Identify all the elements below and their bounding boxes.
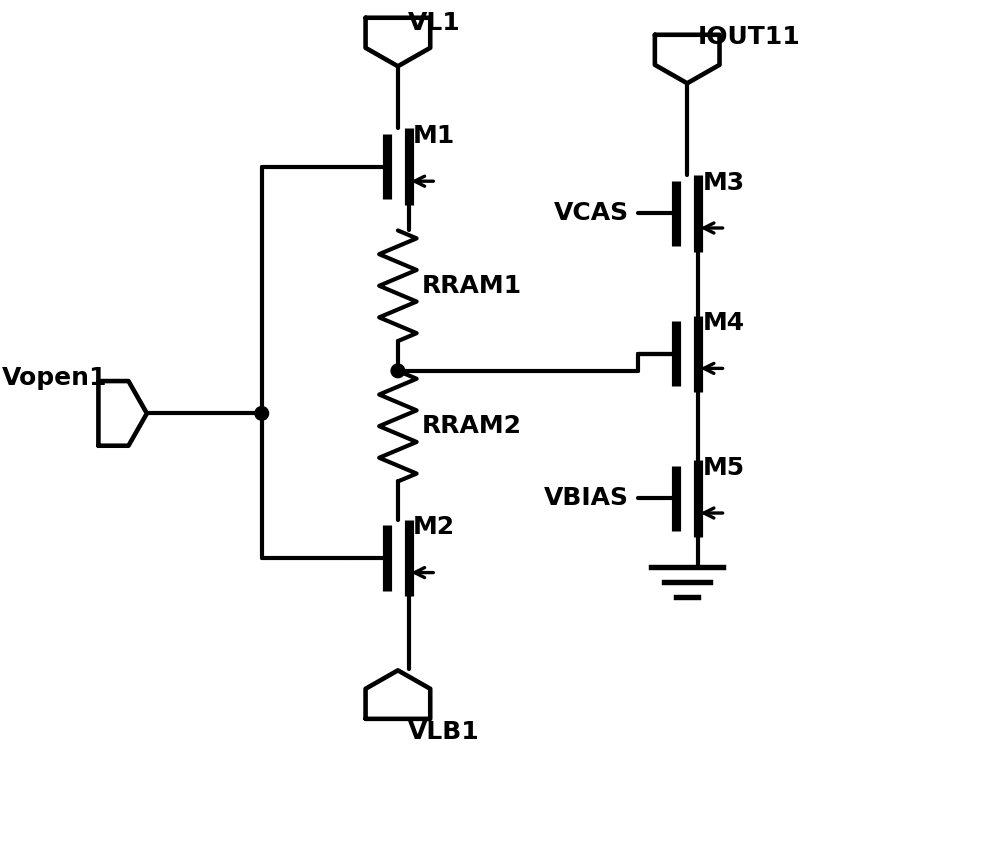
Text: M1: M1 <box>413 124 455 148</box>
Text: VLB1: VLB1 <box>408 721 480 745</box>
Text: M4: M4 <box>703 311 745 335</box>
Circle shape <box>255 407 269 421</box>
Text: Vopen1: Vopen1 <box>2 366 108 390</box>
Text: IOUT11: IOUT11 <box>697 25 800 49</box>
Text: RRAM1: RRAM1 <box>422 273 522 298</box>
Circle shape <box>391 364 405 378</box>
Text: M5: M5 <box>703 456 745 480</box>
Text: VCAS: VCAS <box>554 201 629 225</box>
Text: RRAM2: RRAM2 <box>422 415 522 438</box>
Text: M2: M2 <box>413 515 455 539</box>
Text: VBIAS: VBIAS <box>544 487 629 511</box>
Text: VL1: VL1 <box>408 11 461 34</box>
Text: M3: M3 <box>703 171 745 194</box>
